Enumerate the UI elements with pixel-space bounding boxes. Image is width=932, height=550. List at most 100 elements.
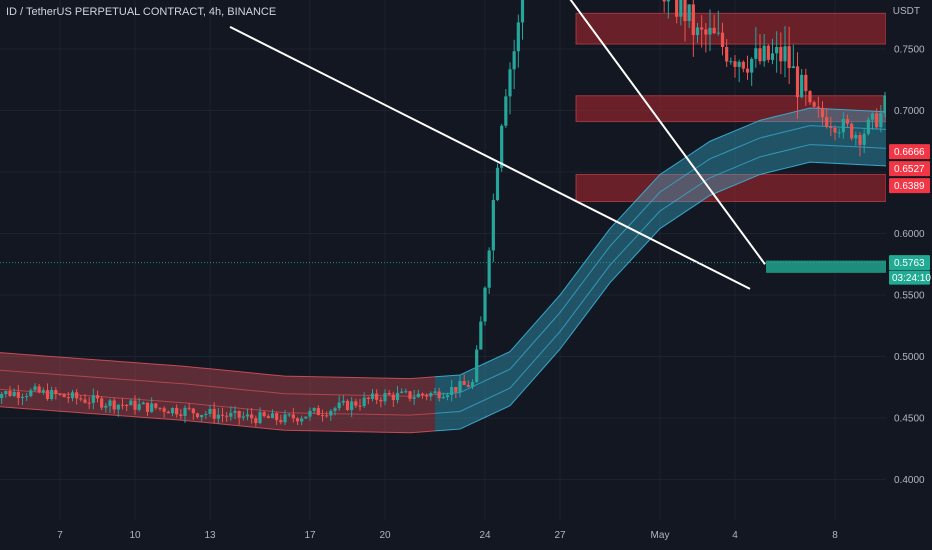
y-tick-label: 0.7500	[894, 45, 925, 56]
support-trendline	[229, 25, 751, 290]
ema-line	[434, 107, 911, 378]
ema-line	[434, 144, 911, 414]
candle-body	[329, 410, 333, 416]
x-tick-label: 7	[57, 530, 63, 541]
candle-body	[700, 27, 704, 30]
candle-body	[233, 410, 237, 413]
candle-body	[791, 66, 795, 69]
candle-body	[212, 408, 216, 419]
candle-body	[750, 58, 754, 73]
candle-body	[450, 387, 454, 395]
candle-body	[741, 61, 745, 69]
candle-body	[466, 384, 470, 387]
candle-body	[237, 410, 241, 418]
candle-body	[33, 386, 37, 391]
candle-body	[275, 413, 279, 421]
candle-body	[95, 395, 100, 399]
candle-body	[787, 46, 791, 69]
candle-body	[879, 113, 883, 128]
candle-body	[66, 397, 70, 399]
candle-body	[208, 408, 212, 414]
candle-body	[429, 392, 433, 397]
candle-body	[720, 32, 725, 48]
candle-body	[387, 392, 391, 395]
candle-body	[370, 393, 375, 399]
candle-body	[829, 126, 833, 128]
candle-body	[170, 407, 175, 414]
x-tick-label: 24	[479, 530, 491, 541]
countdown-bg	[889, 270, 930, 285]
candle-body	[837, 132, 841, 134]
candle-body	[754, 48, 758, 59]
ema-band-bullish	[435, 108, 910, 431]
candle-body	[250, 414, 254, 419]
candle-body	[179, 414, 183, 417]
candle-body	[770, 53, 775, 60]
candle-body	[220, 414, 225, 416]
candle-body	[800, 74, 804, 98]
candle-body	[708, 27, 712, 35]
ema-line	[434, 161, 911, 432]
candle-body	[745, 68, 750, 73]
candle-body	[16, 391, 20, 398]
candle-body	[816, 106, 820, 108]
candle-body	[62, 394, 66, 398]
candle-body	[145, 402, 150, 412]
candle-body	[862, 133, 866, 145]
candle-body	[241, 416, 245, 418]
price-label: 0.6527	[894, 164, 925, 175]
candle-body	[120, 404, 125, 406]
candle-body	[350, 401, 354, 410]
candle-body	[729, 61, 733, 63]
candle-body	[325, 415, 329, 417]
candle-body	[191, 408, 195, 414]
candle-body	[400, 391, 404, 393]
candle-body	[495, 167, 500, 201]
candle-body	[704, 29, 708, 35]
candle-body	[508, 69, 512, 97]
candle-body	[483, 287, 487, 322]
candle-body	[458, 380, 462, 392]
candle-body	[675, 0, 679, 17]
candle-body	[229, 412, 233, 417]
candle-body	[358, 405, 362, 407]
candle-body	[437, 391, 441, 399]
candle-body	[320, 415, 325, 417]
candle-body	[291, 414, 295, 419]
y-tick-label: 0.4000	[894, 475, 925, 486]
candle-body	[83, 399, 87, 403]
x-tick-label: 10	[129, 530, 141, 541]
candle-body	[425, 395, 429, 397]
candle-body	[8, 391, 12, 396]
candle-body	[475, 349, 479, 383]
candle-body	[416, 393, 420, 398]
descending-trendline	[569, 0, 766, 265]
candle-body	[479, 321, 483, 350]
candle-body	[270, 413, 275, 419]
candle-body	[691, 4, 695, 36]
y-tick-label: 0.4500	[894, 414, 925, 425]
candle-body	[304, 416, 308, 419]
candle-body	[783, 46, 787, 62]
candle-body	[775, 46, 779, 54]
candle-body	[316, 408, 320, 416]
candle-body	[762, 45, 766, 62]
candle-body	[308, 410, 312, 417]
price-label-bg	[889, 255, 930, 271]
candle-body	[858, 135, 862, 145]
candle-body	[833, 127, 837, 133]
candle-body	[100, 398, 104, 408]
candle-body	[200, 414, 204, 418]
candle-body	[687, 4, 691, 21]
candle-body	[216, 414, 220, 419]
price-label-bg	[889, 144, 930, 160]
candle-body	[129, 400, 133, 406]
candle-body	[116, 404, 120, 410]
time-axis[interactable]: 7 10 13 17 20 24 27 May 4 8	[0, 523, 932, 550]
ema-line	[0, 406, 436, 434]
candle-body	[4, 391, 8, 395]
candle-body	[287, 414, 291, 416]
candle-body	[183, 407, 187, 417]
candle-body	[333, 408, 337, 411]
